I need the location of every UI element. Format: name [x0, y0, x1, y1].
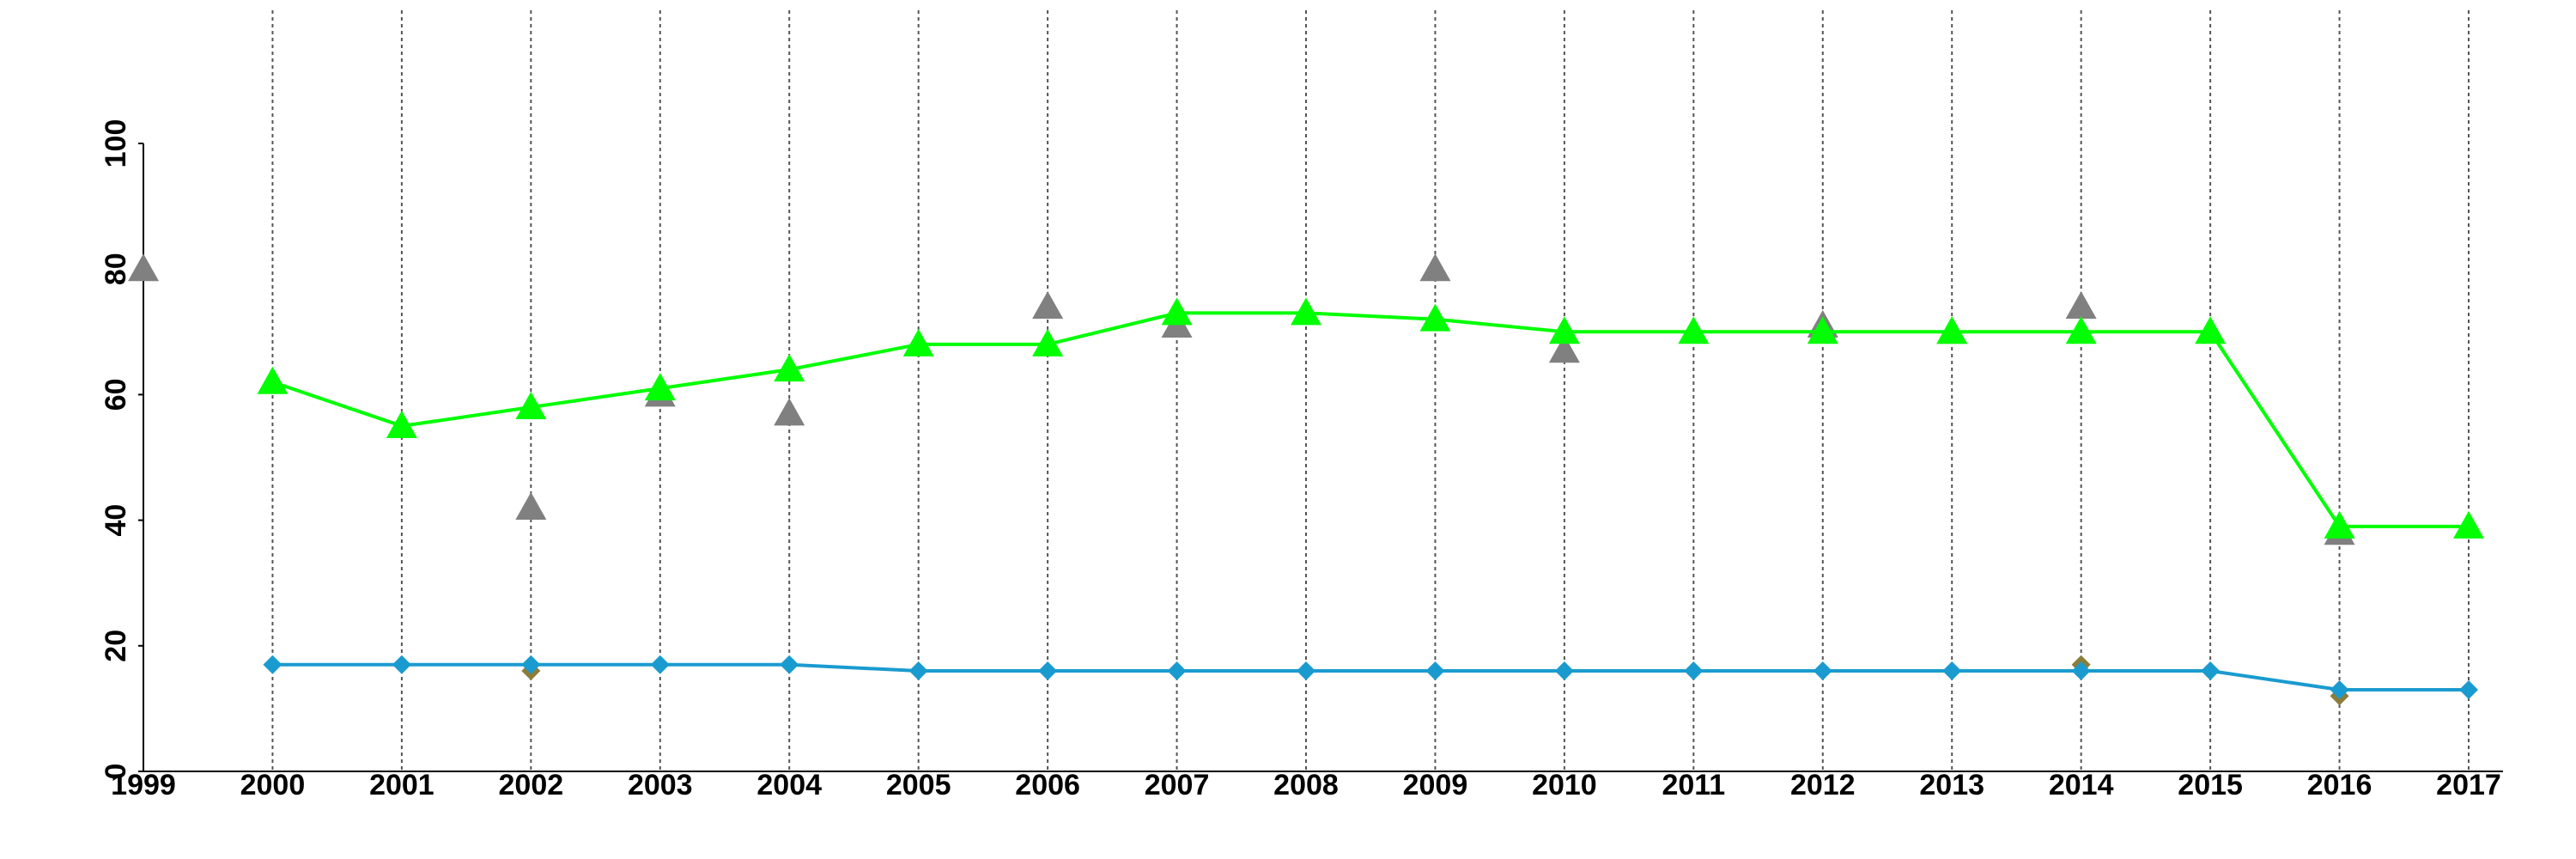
diamond-marker: [1038, 661, 1058, 681]
series-line: [272, 662, 2469, 691]
triangle-marker: [902, 328, 934, 356]
y-tick-label: 100: [100, 119, 132, 168]
x-tick-label: 2005: [886, 769, 951, 801]
x-tick-label: 2004: [756, 769, 822, 801]
triangle-marker: [386, 410, 417, 438]
x-tick-label: 2012: [1790, 769, 1856, 801]
triangle-marker: [1032, 328, 1064, 356]
triangle-marker: [1032, 291, 1064, 320]
x-tick-label: 2015: [2178, 769, 2243, 801]
diamond-marker: [780, 655, 799, 674]
triangle-marker: [1936, 316, 1968, 344]
diamond-marker: [1684, 661, 1704, 681]
x-tick-label: 2002: [499, 769, 564, 801]
triangle-marker: [2195, 316, 2227, 344]
triangle-marker: [257, 366, 289, 394]
diamond-marker: [2071, 661, 2091, 681]
x-tick-label: 2010: [1532, 769, 1597, 801]
diamond-marker: [263, 655, 283, 674]
diamond-marker: [1167, 661, 1187, 681]
triangle-marker: [128, 253, 159, 282]
x-tick-label: 2000: [240, 769, 306, 801]
triangle-marker: [515, 491, 547, 520]
y-tick-label: 0: [100, 764, 132, 780]
triangle-marker: [2453, 510, 2484, 539]
triangle-marker: [1548, 316, 1580, 344]
diamond-marker: [908, 661, 928, 681]
triangle-marker: [1419, 253, 1451, 282]
diamond-marker: [2330, 679, 2349, 699]
x-tick-label: 2011: [1662, 769, 1725, 801]
y-tick-label: 60: [100, 378, 132, 411]
triangle-marker: [1291, 297, 1321, 326]
triangle-marker: [1807, 316, 1838, 344]
triangle-marker: [2065, 291, 2097, 320]
x-tick-label: 2014: [2049, 769, 2114, 801]
x-tick-label: 1999: [111, 769, 176, 801]
x-tick-label: 2003: [628, 769, 693, 801]
triangle-marker: [2324, 510, 2355, 539]
triangle-marker: [515, 392, 547, 420]
diamond-marker: [1297, 661, 1315, 681]
diamond-marker: [2459, 679, 2478, 699]
triangle-marker: [1548, 335, 1580, 363]
diamond-marker: [1554, 661, 1574, 681]
x-tick-label: 2007: [1145, 769, 1210, 801]
y-tick-label: 40: [100, 504, 132, 537]
triangle-marker: [1161, 297, 1193, 326]
y-tick-label: 80: [100, 253, 132, 285]
diamond-marker: [1813, 661, 1832, 681]
triangle-marker: [1678, 316, 1710, 344]
diamond-marker: [521, 655, 541, 674]
diamond-marker: [1425, 661, 1445, 681]
x-tick-label: 2008: [1273, 769, 1339, 801]
triangle-marker: [1419, 303, 1451, 332]
x-tick-label: 2001: [369, 769, 434, 801]
diamond-marker: [392, 655, 411, 674]
triangle-marker: [774, 354, 805, 382]
x-tick-label: 2013: [1919, 769, 1984, 801]
x-tick-label: 2009: [1403, 769, 1468, 801]
triangle-marker: [2065, 316, 2097, 344]
diamond-marker: [1942, 661, 1962, 681]
y-tick-label: 20: [100, 630, 132, 662]
diamond-marker: [650, 655, 670, 674]
series-line: [271, 311, 2469, 528]
triangle-marker: [644, 373, 676, 401]
x-tick-label: 2017: [2436, 769, 2501, 801]
diamond-marker: [2201, 661, 2221, 681]
triangle-marker: [774, 398, 805, 426]
x-tick-label: 2006: [1015, 769, 1080, 801]
x-tick-label: 2016: [2307, 769, 2372, 801]
